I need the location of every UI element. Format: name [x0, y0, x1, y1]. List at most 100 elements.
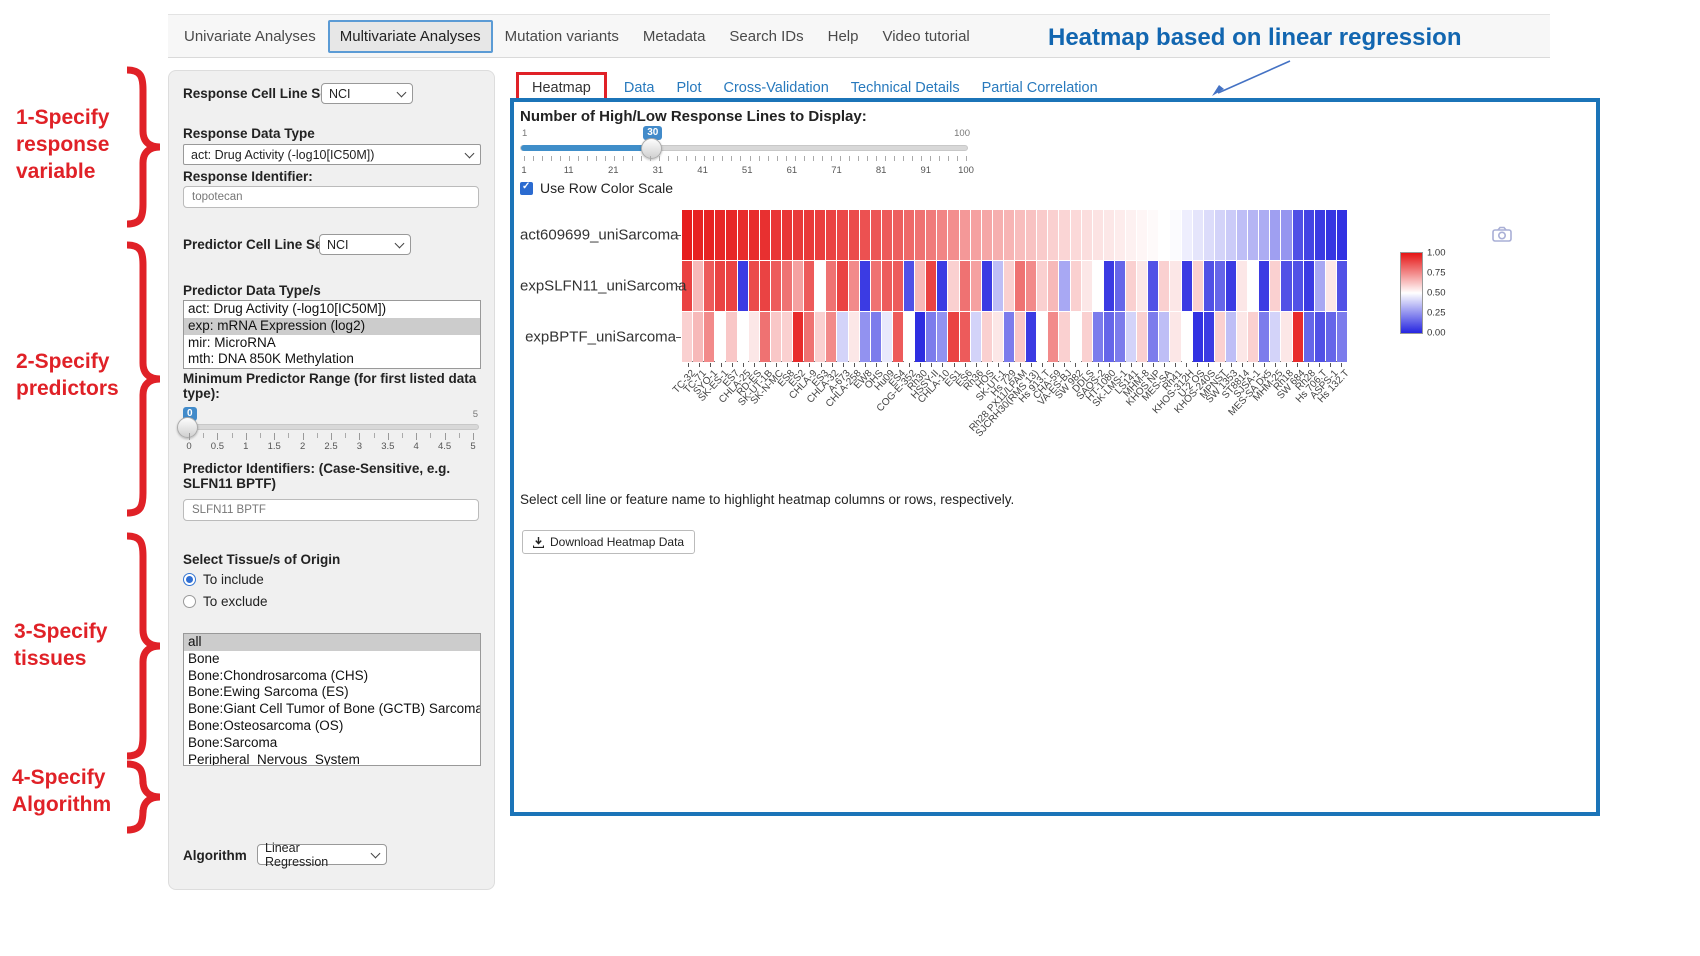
response-identifier-input[interactable]: topotecan — [183, 186, 479, 208]
heatmap-cell[interactable] — [1126, 210, 1137, 260]
heatmap-cell[interactable] — [1170, 312, 1181, 362]
heatmap-cell[interactable] — [1292, 210, 1303, 260]
heatmap-cell[interactable] — [970, 312, 981, 362]
heatmap-cell[interactable] — [959, 312, 970, 362]
heatmap-cell[interactable] — [837, 210, 848, 260]
heatmap-cell[interactable] — [1303, 210, 1314, 260]
heatmap-cell[interactable] — [992, 312, 1003, 362]
heatmap-cell[interactable] — [1103, 210, 1114, 260]
heatmap-cell[interactable] — [837, 312, 848, 362]
heatmap-cell[interactable] — [881, 210, 892, 260]
heatmap-cell[interactable] — [992, 261, 1003, 311]
heatmap-cell[interactable] — [1037, 210, 1048, 260]
heatmap-cell[interactable] — [970, 261, 981, 311]
heatmap-cell[interactable] — [1081, 261, 1092, 311]
nav-item-metadata[interactable]: Metadata — [642, 27, 706, 45]
heatmap-row-label[interactable]: expBPTF_uniSarcoma — [525, 328, 676, 346]
heatmap-cell[interactable] — [870, 261, 881, 311]
nav-item-mutation-variants[interactable]: Mutation variants — [504, 27, 619, 45]
heatmap-cell[interactable] — [1270, 210, 1281, 260]
tissue-option[interactable]: Bone:Sarcoma — [188, 734, 278, 750]
heatmap-cell[interactable] — [1048, 312, 1059, 362]
heatmap-cell[interactable] — [759, 261, 770, 311]
heatmap-cell[interactable] — [1325, 210, 1336, 260]
heatmap-cell[interactable] — [1026, 312, 1037, 362]
heatmap-cell[interactable] — [948, 261, 959, 311]
heatmap-cell[interactable] — [815, 261, 826, 311]
heatmap-cell[interactable] — [793, 312, 804, 362]
heatmap-cell[interactable] — [1281, 261, 1292, 311]
heatmap-cell[interactable] — [1214, 312, 1225, 362]
heatmap-cell[interactable] — [1059, 210, 1070, 260]
tab-data[interactable]: Data — [623, 80, 655, 96]
heatmap-cell[interactable] — [1248, 261, 1259, 311]
heatmap-cell[interactable] — [1270, 312, 1281, 362]
heatmap-cell[interactable] — [1148, 210, 1159, 260]
tissue-option[interactable]: Bone:Osteosarcoma (OS) — [188, 717, 344, 733]
heatmap-cell[interactable] — [1270, 261, 1281, 311]
heatmap-cell[interactable] — [737, 210, 748, 260]
heatmap-cell[interactable] — [1225, 210, 1236, 260]
heatmap-cell[interactable] — [1225, 261, 1236, 311]
heatmap-cell[interactable] — [1170, 210, 1181, 260]
response-cell-line-set-select[interactable]: NCI — [321, 83, 413, 104]
heatmap-cell[interactable] — [781, 312, 792, 362]
predictor-data-type-option[interactable]: mir: MicroRNA — [188, 334, 276, 350]
tab-cross-validation[interactable]: Cross-Validation — [723, 80, 829, 96]
heatmap-cell[interactable] — [737, 312, 748, 362]
heatmap-cell[interactable] — [1003, 261, 1014, 311]
heatmap-cell[interactable] — [1292, 312, 1303, 362]
heatmap-cell[interactable] — [1159, 312, 1170, 362]
heatmap-cell[interactable] — [915, 312, 926, 362]
heatmap-cell[interactable] — [1148, 312, 1159, 362]
heatmap-cell[interactable] — [1015, 210, 1026, 260]
heatmap-cell[interactable] — [759, 312, 770, 362]
tab-partial-correlation[interactable]: Partial Correlation — [981, 80, 1098, 96]
heatmap-cell[interactable] — [1181, 210, 1192, 260]
heatmap-cell[interactable] — [926, 261, 937, 311]
heatmap-cell[interactable] — [848, 312, 859, 362]
row-color-scale-checkbox[interactable]: Use Row Color Scale — [520, 180, 673, 196]
heatmap-cell[interactable] — [1303, 261, 1314, 311]
heatmap-cell[interactable] — [815, 312, 826, 362]
heatmap-cell[interactable] — [859, 210, 870, 260]
heatmap-cell[interactable] — [1126, 261, 1137, 311]
heatmap-cell[interactable] — [737, 261, 748, 311]
heatmap-cell[interactable] — [804, 210, 815, 260]
heatmap-cell[interactable] — [770, 210, 781, 260]
heatmap-cell[interactable] — [1059, 261, 1070, 311]
heatmap-cell[interactable] — [1292, 261, 1303, 311]
heatmap-cell[interactable] — [1181, 312, 1192, 362]
heatmap-cell[interactable] — [937, 210, 948, 260]
heatmap-cell[interactable] — [1192, 261, 1203, 311]
heatmap-cell[interactable] — [1203, 210, 1214, 260]
heatmap-cell[interactable] — [915, 210, 926, 260]
heatmap-cell[interactable] — [1103, 312, 1114, 362]
heatmap-cell[interactable] — [959, 210, 970, 260]
heatmap-cell[interactable] — [748, 261, 759, 311]
heatmap-cell[interactable] — [715, 210, 726, 260]
algorithm-select[interactable]: Linear Regression — [257, 841, 387, 869]
heatmap-cell[interactable] — [937, 261, 948, 311]
tab-heatmap[interactable]: Heatmap — [532, 80, 591, 96]
nav-item-univariate-analyses[interactable]: Univariate Analyses — [184, 27, 316, 45]
nav-item-search-ids[interactable]: Search IDs — [729, 27, 804, 45]
heatmap-cell[interactable] — [804, 261, 815, 311]
heatmap-cell[interactable] — [870, 210, 881, 260]
tissue-option[interactable]: all — [184, 634, 480, 651]
heatmap-cell[interactable] — [726, 261, 737, 311]
heatmap-cell[interactable] — [1103, 261, 1114, 311]
response-data-type-select[interactable]: act: Drug Activity (-log10[IC50M]) — [183, 144, 481, 165]
heatmap-cell[interactable] — [726, 312, 737, 362]
heatmap-cell[interactable] — [1159, 261, 1170, 311]
heatmap-cell[interactable] — [881, 261, 892, 311]
heatmap-cell[interactable] — [1126, 312, 1137, 362]
heatmap-cell[interactable] — [926, 312, 937, 362]
heatmap-cell[interactable] — [781, 261, 792, 311]
heatmap-cell[interactable] — [826, 210, 837, 260]
heatmap-cell[interactable] — [1070, 261, 1081, 311]
heatmap-cell[interactable] — [682, 261, 693, 311]
heatmap-cell[interactable] — [1170, 261, 1181, 311]
heatmap-cell[interactable] — [693, 312, 704, 362]
heatmap-cell[interactable] — [848, 261, 859, 311]
